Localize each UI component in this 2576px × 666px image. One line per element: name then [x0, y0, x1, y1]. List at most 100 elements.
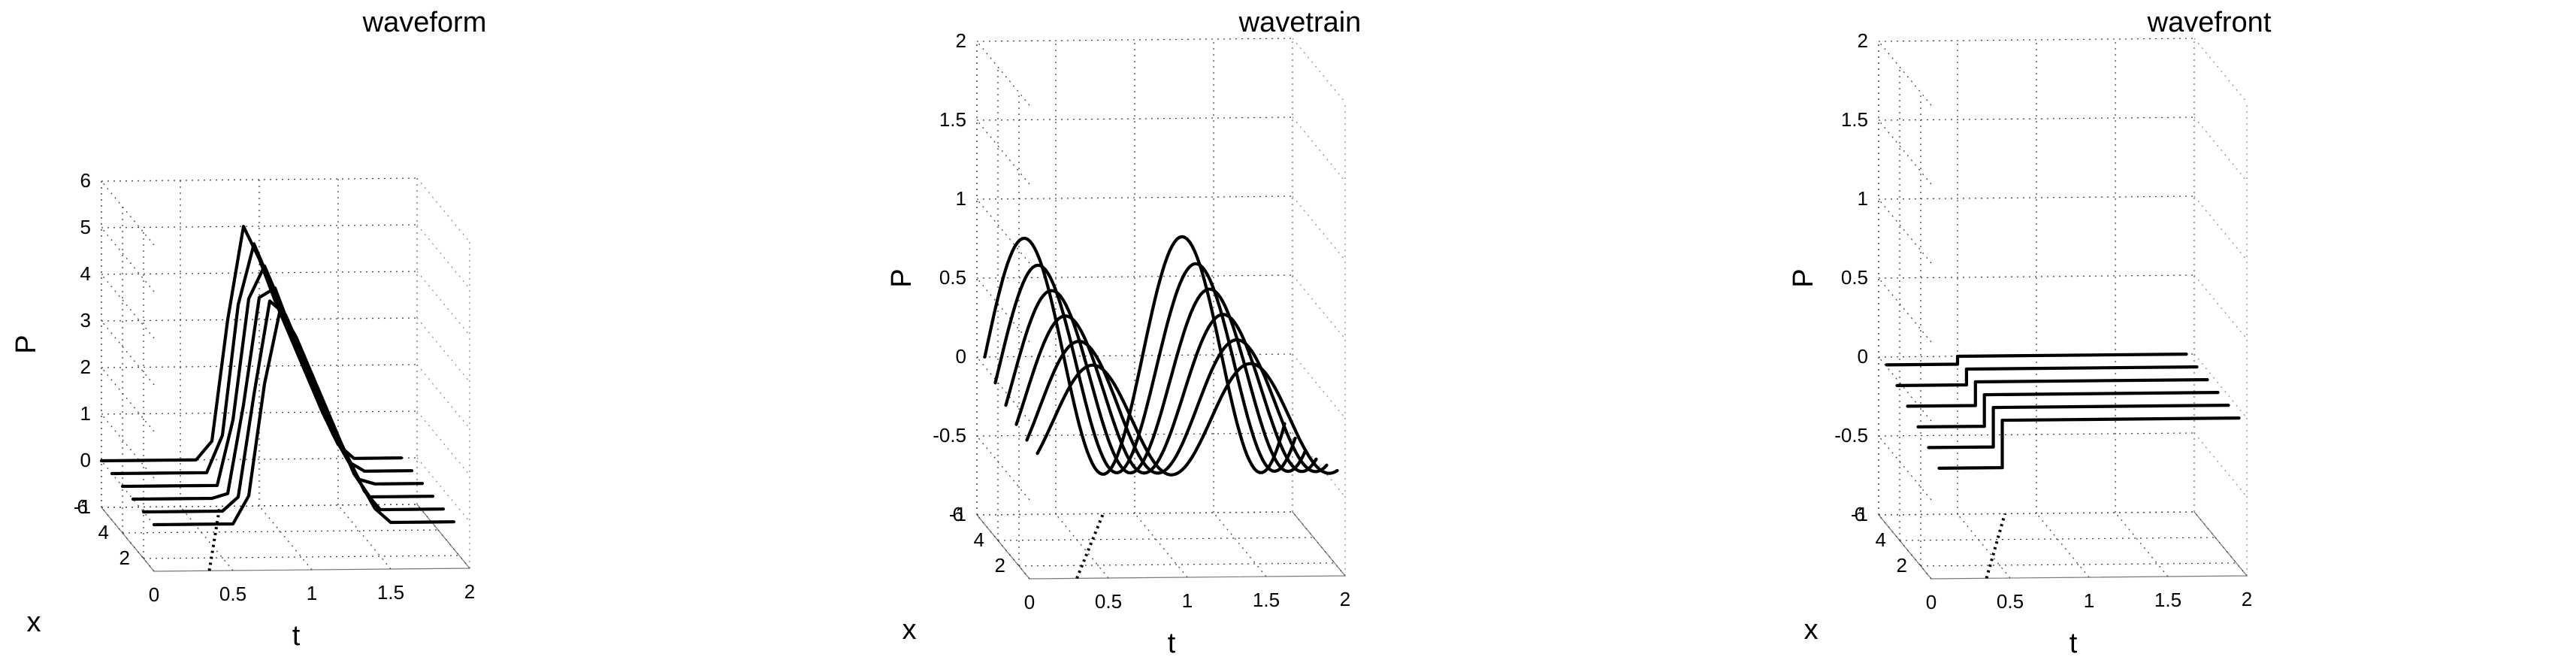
series-line-x4 — [120, 264, 425, 489]
grid-line — [1957, 513, 2011, 579]
grid-line — [101, 320, 155, 386]
t-axis-label: t — [2070, 628, 2078, 659]
grid-line — [1292, 274, 1346, 340]
chart-title: waveform — [362, 7, 487, 38]
grid-line — [101, 460, 155, 525]
z-tick-label: -0.5 — [1834, 424, 1868, 447]
t-tick-label: 0.5 — [1997, 590, 2024, 613]
floor-edge — [1930, 511, 2248, 580]
floor-edge — [1878, 514, 1932, 580]
grid-line — [101, 274, 155, 339]
x-axis-label: x — [27, 607, 41, 638]
grid-line — [1920, 562, 2237, 567]
grid-line — [2194, 117, 2248, 182]
grid-line — [997, 537, 1314, 541]
floor-edge — [101, 507, 155, 572]
t-tick-label: 1.5 — [1253, 589, 1280, 611]
series-line-x6 — [99, 225, 404, 463]
floor-edge — [976, 514, 1030, 580]
series-line-x6 — [1885, 353, 2188, 367]
z-tick-label: 0 — [1858, 345, 1868, 368]
grid-line — [2194, 38, 2248, 103]
floor-marker-line — [207, 506, 222, 571]
grid-line — [416, 457, 470, 522]
z-tick-label: 1 — [80, 402, 91, 425]
grid-line — [1878, 120, 1932, 185]
grid-line — [1292, 38, 1346, 103]
z-tick-label: 4 — [80, 262, 91, 285]
z-tick-label: 2 — [1858, 29, 1868, 52]
z-tick-label: 2 — [956, 29, 966, 52]
x-axis-label: x — [1804, 614, 1819, 646]
series-line-x1 — [152, 307, 456, 527]
x-tick-label: 2 — [1897, 554, 1907, 577]
x-tick-label: 6 — [77, 495, 88, 518]
grid-line — [1899, 537, 2216, 541]
z-tick-label: -1 — [74, 495, 91, 518]
grid-line — [1878, 41, 1932, 106]
t-tick-label: 1 — [1182, 589, 1193, 612]
z-axis-label: P — [1788, 268, 1819, 287]
floor-edge — [153, 504, 471, 572]
floor-marker-line — [1075, 513, 1105, 580]
z-tick-label: 1.5 — [1841, 108, 1868, 131]
chart-title: wavefront — [2147, 7, 2272, 38]
grid-line — [416, 410, 470, 476]
z-tick-label: 1 — [1858, 187, 1868, 210]
x-tick-label: 2 — [119, 546, 130, 569]
x-tick-label: 4 — [974, 528, 984, 551]
grid-line — [2194, 274, 2248, 340]
t-axis-label: t — [292, 620, 301, 652]
grid-line — [122, 529, 439, 534]
grid-line — [416, 177, 470, 243]
grid-line — [1292, 353, 1346, 419]
grid-line — [976, 41, 1030, 106]
x-tick-label: 2 — [995, 554, 1005, 577]
z-tick-label: 5 — [80, 216, 91, 238]
grid-line — [1878, 277, 1932, 343]
floor-marker-line — [1985, 513, 2006, 579]
z-tick-label: 2 — [80, 356, 91, 378]
grid-line — [1878, 435, 1932, 501]
t-tick-label: 0 — [149, 583, 159, 606]
t-tick-label: 2 — [464, 580, 475, 603]
grid-line — [1292, 195, 1346, 261]
t-tick-label: 2 — [1340, 588, 1350, 610]
series-line-x2 — [1927, 404, 2230, 450]
grid-line — [259, 505, 313, 571]
t-tick-label: 2 — [2242, 588, 2252, 610]
series-line-x5 — [993, 262, 1297, 474]
grid-line — [1878, 117, 2195, 121]
grid-line — [101, 413, 155, 479]
series-line-x5 — [110, 242, 414, 476]
grid-line — [2194, 195, 2248, 261]
z-tick-label: -0.5 — [933, 424, 966, 447]
x-tick-label: 6 — [953, 503, 963, 525]
series-line-x2 — [1025, 338, 1329, 475]
grid-line — [1878, 195, 2195, 200]
z-tick-label: 1 — [956, 187, 966, 210]
grid-line — [2194, 353, 2248, 419]
series-line-x1 — [1937, 416, 2241, 470]
chart-title: wavetrain — [1238, 7, 1362, 38]
grid-line — [1018, 562, 1335, 567]
grid-line — [976, 120, 1030, 185]
z-axis-label: P — [11, 335, 42, 353]
t-tick-label: 0.5 — [1095, 590, 1122, 613]
grid-line — [416, 364, 470, 429]
x-tick-label: 4 — [98, 521, 109, 543]
t-tick-label: 1.5 — [377, 581, 404, 604]
t-tick-label: 1 — [2084, 589, 2094, 612]
grid-line — [416, 317, 470, 383]
z-tick-label: 0 — [80, 449, 91, 471]
grid-line — [976, 198, 1030, 264]
z-tick-label: 1.5 — [939, 108, 966, 131]
grid-line — [1134, 513, 1188, 578]
grid-line — [2194, 432, 2248, 498]
z-tick-label: 0.5 — [1841, 266, 1868, 289]
series-line-x3 — [1014, 313, 1318, 475]
